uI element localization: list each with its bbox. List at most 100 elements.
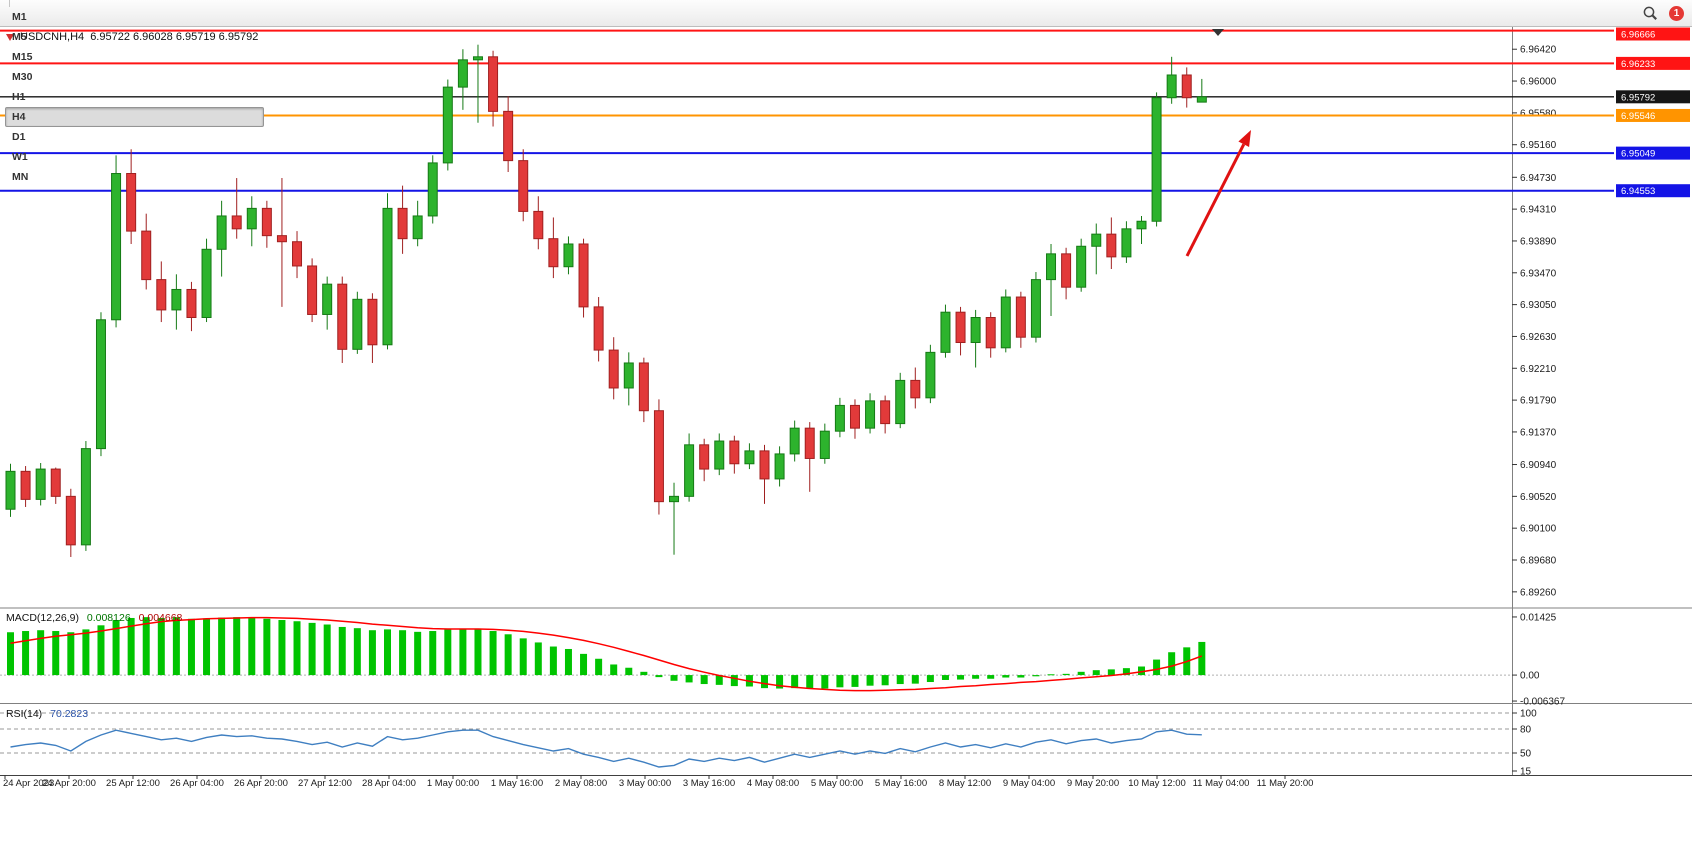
horizontal-lines: 6.96666 6.96233 6.95792 6.95546 6.95049 6.945… [0, 27, 1690, 198]
toolbar-separator [9, 0, 10, 7]
price-axis[interactable]: 6.96420 6.96000 6.95580 6.95160 6.94730 6.943… [1512, 45, 1557, 599]
time-axis-label: 25 Apr 12:00 [106, 778, 160, 789]
candle [880, 400, 891, 425]
price-axis-label: 6.90940 [1520, 460, 1557, 471]
timeframe-m15-button[interactable]: M15 [12, 51, 33, 63]
candle [503, 110, 514, 162]
candle [940, 311, 951, 353]
toolbar-right: 1 [1637, 2, 1688, 24]
svg-text:6.94553: 6.94553 [1621, 186, 1655, 197]
notification-badge[interactable]: 1 [1669, 5, 1684, 21]
candle [895, 379, 906, 425]
candle [126, 173, 137, 232]
price-tag-6.95049[interactable] [1616, 146, 1690, 160]
candle [292, 241, 303, 267]
arrow-head-icon [1238, 130, 1251, 147]
timeframe-m30-button[interactable]: M30 [12, 71, 33, 83]
price-tag-6.94553[interactable] [1616, 184, 1690, 198]
macd-signal-line [10, 616, 1203, 692]
price-axis-label: 6.92630 [1520, 332, 1557, 343]
candle [669, 495, 680, 503]
candle [216, 215, 227, 250]
time-axis-label: 24 Apr 2023 [3, 778, 54, 789]
candle [20, 470, 31, 500]
candle [623, 362, 634, 389]
candle [759, 450, 770, 480]
time-axis-label: 10 May 12:00 [1128, 778, 1186, 789]
time-axis-label: 27 Apr 12:00 [298, 778, 352, 789]
candle [201, 248, 212, 319]
price-axis-label: 6.95580 [1520, 108, 1557, 119]
candle [533, 210, 544, 240]
price-axis-label: 6.96420 [1520, 45, 1557, 56]
search-button[interactable] [1638, 2, 1662, 24]
rsi-axis-label: 100 [1520, 709, 1537, 720]
time-axis-label: 26 Apr 20:00 [234, 778, 288, 789]
time-axis-label: 1 May 00:00 [427, 778, 479, 789]
rsi-pane: 100 80 50 15 [0, 709, 1537, 778]
toolbar: 新订单自动交易M1M5M15M30H1H4D1W1MN 1 [0, 0, 1692, 183]
candle [955, 311, 966, 344]
price-tag-6.96233[interactable] [1616, 56, 1690, 70]
price-axis-label: 6.91790 [1520, 396, 1557, 407]
price-tag-6.96666[interactable] [1616, 27, 1690, 41]
candle [653, 410, 664, 503]
candle [427, 162, 438, 217]
price-axis-label: 6.90520 [1520, 492, 1557, 503]
timeframe-mn-button[interactable]: MN [12, 171, 29, 183]
candle [276, 235, 287, 243]
candle [457, 59, 468, 88]
time-axis-label: 8 May 12:00 [939, 778, 991, 789]
rsi-line [10, 729, 1202, 768]
time-axis-label: 5 May 16:00 [875, 778, 927, 789]
candle [171, 288, 182, 311]
time-axis-label: 11 May 20:00 [1257, 778, 1314, 789]
candle [1151, 97, 1162, 222]
pane-borders [0, 27, 1692, 776]
candle [397, 207, 408, 240]
candle [352, 298, 363, 350]
candle [1181, 74, 1192, 99]
candle [819, 430, 830, 459]
macd-axis-label: 0.01425 [1520, 612, 1557, 623]
candle [111, 173, 122, 321]
candle [608, 349, 619, 389]
candle [156, 279, 167, 311]
candle [1196, 96, 1207, 103]
candle [925, 351, 936, 399]
candle [80, 448, 91, 546]
timeframe-h4-button[interactable]: H4 [5, 107, 264, 127]
timeframe-m5-button[interactable]: M5 [12, 31, 27, 43]
candle [1106, 233, 1117, 258]
candle [1166, 74, 1177, 99]
candle [518, 160, 529, 212]
timeframe-d1-button[interactable]: D1 [12, 131, 26, 143]
price-tag-6.95546[interactable] [1616, 108, 1690, 122]
timeframe-m1-button[interactable]: M1 [12, 11, 27, 23]
candle [141, 230, 152, 281]
price-axis-label: 6.89680 [1520, 556, 1557, 567]
candle [699, 444, 710, 470]
trend-arrow[interactable] [1185, 130, 1251, 257]
chart-shift-marker[interactable] [1212, 29, 1224, 36]
candle [789, 427, 800, 455]
time-axis-label: 24 Apr 20:00 [42, 778, 96, 789]
svg-text:6.95546: 6.95546 [1621, 111, 1655, 122]
price-axis-label: 6.93050 [1520, 300, 1557, 311]
timeframe-h1-button[interactable]: H1 [12, 91, 26, 103]
candle [1121, 228, 1132, 258]
price-axis-label: 6.92210 [1520, 364, 1557, 375]
time-axis-label: 28 Apr 04:00 [362, 778, 416, 789]
candle [1000, 296, 1011, 349]
candle [1076, 245, 1087, 288]
price-tag-6.95792[interactable] [1616, 90, 1690, 104]
candle [593, 306, 604, 351]
timeframe-w1-button[interactable]: W1 [12, 151, 28, 163]
candle [5, 470, 16, 510]
candle [970, 317, 981, 344]
svg-text:6.96666: 6.96666 [1621, 30, 1655, 41]
rsi-axis-label: 80 [1520, 725, 1532, 736]
candles [5, 44, 1207, 557]
